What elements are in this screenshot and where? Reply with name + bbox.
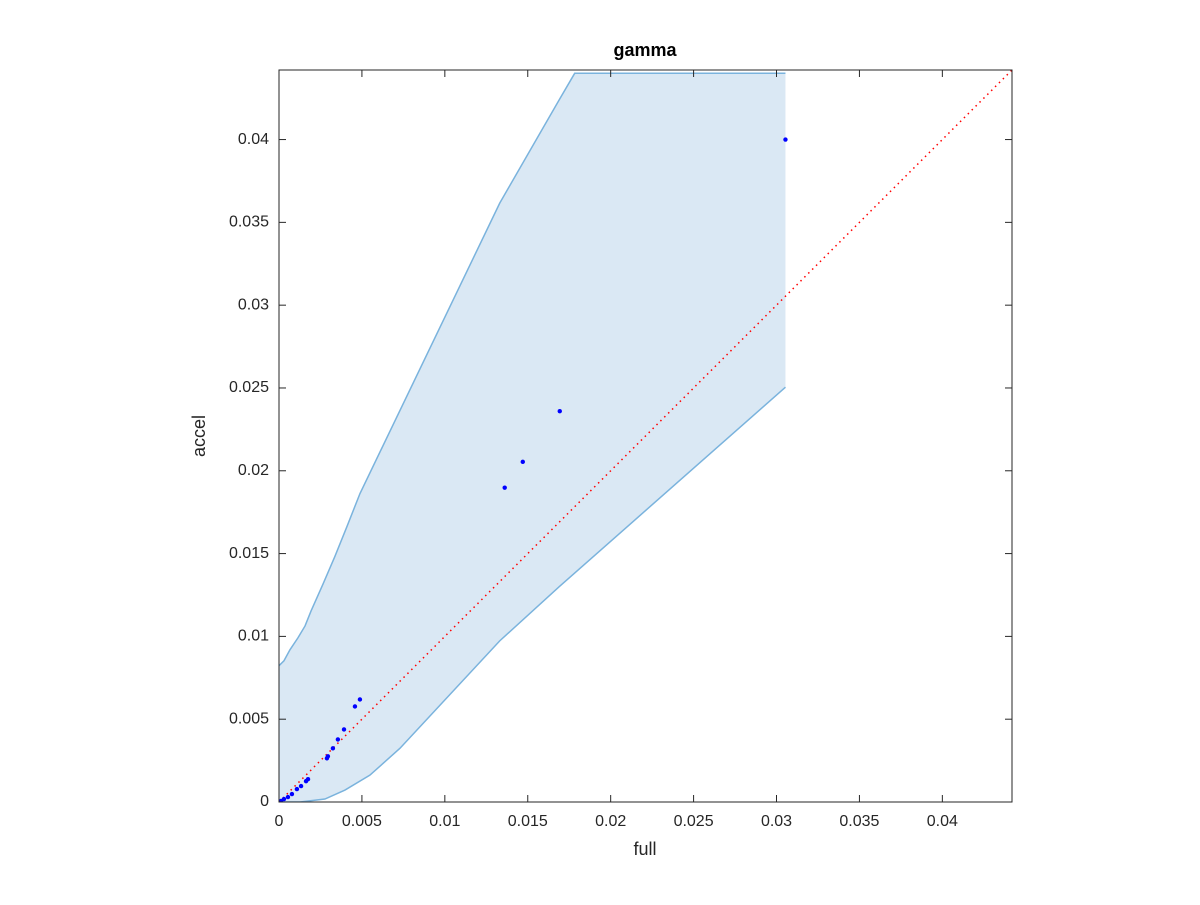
y-tick-label: 0.01 <box>238 628 269 645</box>
axes-box <box>278 69 1013 803</box>
x-tick-label: 0.01 <box>429 813 460 830</box>
data-point <box>783 137 788 142</box>
confidence-band <box>279 73 786 802</box>
y-tick-label: 0.005 <box>229 710 269 727</box>
band-edge <box>279 386 786 802</box>
data-point <box>502 485 507 490</box>
data-point <box>294 786 300 792</box>
x-tick-label: 0.015 <box>508 813 548 830</box>
x-tick-label: 0.025 <box>674 813 714 830</box>
data-point <box>341 727 347 732</box>
x-tick-label: 0 <box>275 813 284 830</box>
data-point <box>303 778 309 784</box>
data-point <box>330 746 336 751</box>
x-tick-label: 0.005 <box>342 813 382 830</box>
data-point <box>285 794 291 800</box>
y-tick-label: 0.015 <box>229 545 269 562</box>
x-tick-label: 0.035 <box>839 813 879 830</box>
y-tick-label: 0.02 <box>238 462 269 479</box>
y-tick-label: 0.025 <box>229 379 269 396</box>
y-axis-label: accel <box>189 415 209 457</box>
data-point <box>352 704 358 709</box>
plot-area <box>279 70 1012 802</box>
chart-title: gamma <box>613 40 677 60</box>
y-tick-label: 0 <box>260 793 269 810</box>
data-point <box>557 408 562 414</box>
data-point <box>289 791 295 797</box>
band-edge <box>279 72 786 667</box>
data-point <box>298 783 304 789</box>
data-point <box>357 697 363 702</box>
y-tick-label: 0.03 <box>238 296 269 313</box>
data-point <box>279 799 282 802</box>
x-axis-label: full <box>633 839 656 859</box>
reference-line <box>279 70 1012 802</box>
data-point <box>324 756 330 761</box>
data-point <box>335 737 341 742</box>
y-tick-label: 0.04 <box>238 131 269 148</box>
y-tick-label: 0.035 <box>229 214 269 231</box>
x-tick-label: 0.02 <box>595 813 626 830</box>
data-point <box>520 459 525 465</box>
x-tick-label: 0.03 <box>761 813 792 830</box>
x-tick-label: 0.04 <box>927 813 958 830</box>
